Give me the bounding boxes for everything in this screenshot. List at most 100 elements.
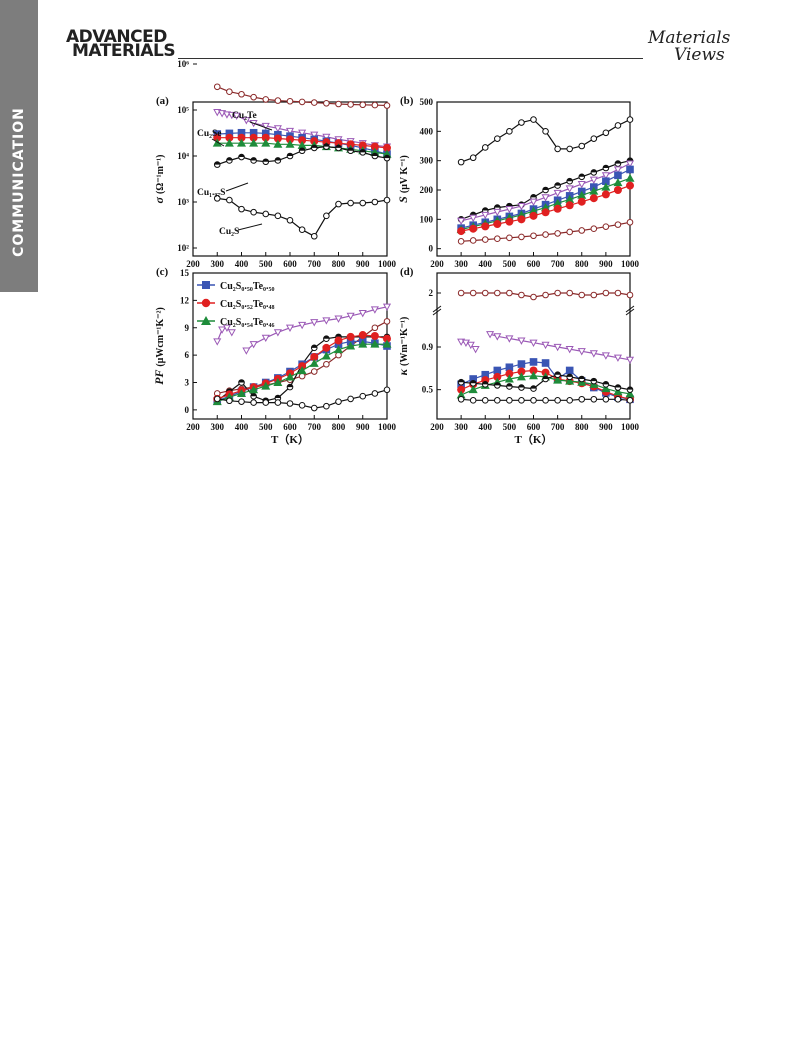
data-point [578,395,586,403]
data-point [371,390,379,397]
data-point [274,97,282,104]
data-point [517,215,526,224]
data-point [261,334,270,343]
data-point [383,386,391,394]
data-point [457,385,466,394]
data-point [481,144,489,151]
x-tick-label: 200 [430,422,444,432]
x-tick-label: 700 [308,422,322,432]
x-tick-label: 500 [503,422,517,432]
axis-break-left-2 [432,308,442,316]
data-point [382,149,392,158]
data-point [481,370,490,379]
data-point [566,228,573,236]
panel-d: 200 300 400 500 600 700 800 900 1000 0.5 0.9 2 (d) κ … [396,266,640,446]
data-point [541,208,550,217]
section-sidebar: COMMUNICATION [0,0,38,292]
data-point [565,185,574,193]
data-point [310,99,318,106]
data-point [565,376,575,385]
data-point [273,125,282,133]
data-point [321,351,331,360]
data-point-fill [578,376,585,379]
data-point [383,196,391,204]
x-tick-label: 300 [454,259,468,269]
data-point [469,154,477,162]
annotation-label: Cu₁.₉₇S [197,188,225,198]
panel-label: (a) [156,95,169,107]
data-point-fill [250,393,257,397]
data-point-fill [615,160,621,164]
data-point [589,176,598,184]
y-tick-label: 200 [420,185,434,195]
data-point [358,310,367,318]
data-point [298,98,306,106]
data-point [553,375,563,384]
x-tick-label: 900 [599,259,613,269]
data-point [323,360,330,368]
data-point [626,218,634,226]
data-point [614,122,622,129]
data-point [517,337,526,345]
data-point [273,139,283,148]
data-point [505,363,514,372]
series [212,339,392,406]
data-point [553,204,562,213]
x-tick-label: 200 [186,259,200,269]
data-point [565,194,575,203]
y-tick-label: 100 [420,214,434,224]
data-point-fill [359,149,366,153]
data-point [614,221,622,228]
axis-break-right [625,305,635,313]
data-point [471,346,480,354]
x-tick-label: 500 [259,259,273,269]
data-point [614,171,622,180]
data-point [554,397,561,404]
y-axis-label: σ (Ω⁻¹m⁻¹) [152,154,166,203]
data-point-fill [542,376,549,379]
data-point [347,101,354,108]
data-point [358,141,367,150]
x-tick-label: 300 [211,259,225,269]
series [457,289,634,301]
data-point [577,190,587,199]
data-point-fill [554,182,561,186]
data-point [481,236,489,243]
data-point-fill [311,345,318,348]
data-point [286,135,294,144]
data-point [589,194,598,203]
y-axis-label: S (μV K⁻¹) [396,155,410,203]
data-point [506,128,513,135]
y-tick-label: 10⁴ [177,151,189,161]
data-point-fill [566,178,573,182]
annotation-label: Cu₂S [219,227,239,237]
x-tick-label: 700 [551,422,565,432]
data-point [590,225,598,233]
figure-4-panels: 200 300 400 500 600 700 800 900 100010²10³10⁴10⁵… [152,59,640,446]
data-point [601,384,611,393]
data-point-fill [470,380,476,384]
data-point [334,139,343,148]
data-point [553,198,563,207]
data-point [529,358,538,366]
data-point [212,138,222,147]
data-point [261,138,271,147]
data-point [517,203,526,211]
data-point [625,160,635,168]
data-point [273,329,282,337]
data-point [601,352,610,360]
data-point [505,217,514,226]
data-point [298,402,306,409]
annotation-arrow [237,223,263,231]
data-point [346,337,355,346]
data-point [249,341,258,349]
data-point [218,326,227,334]
data-point [481,222,490,231]
data-point [322,317,331,325]
data-point [335,200,342,208]
logo-line-1: ADVANCED [66,27,167,47]
data-point [370,331,379,340]
data-point [541,341,550,350]
panel-label: (b) [400,95,414,107]
data-point [542,291,549,299]
